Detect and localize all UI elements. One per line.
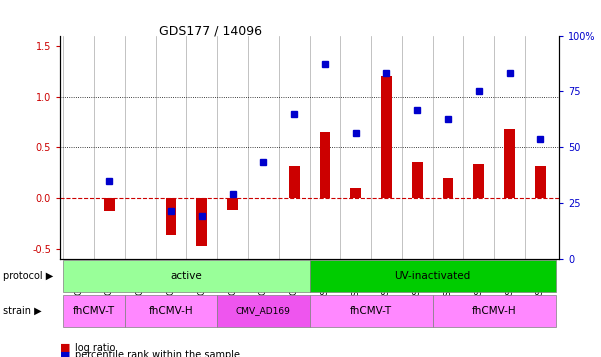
Bar [504, 129, 515, 198]
Text: CMV_AD169: CMV_AD169 [236, 307, 291, 316]
Text: UV-inactivated: UV-inactivated [395, 271, 471, 281]
Text: GDS177 / 14096: GDS177 / 14096 [159, 25, 262, 38]
FancyBboxPatch shape [310, 295, 433, 327]
Text: log ratio: log ratio [75, 343, 115, 353]
Bar [227, 198, 238, 210]
Text: percentile rank within the sample: percentile rank within the sample [75, 350, 240, 357]
FancyBboxPatch shape [217, 295, 310, 327]
Text: fhCMV-H: fhCMV-H [148, 306, 194, 316]
Text: fhCMV-T: fhCMV-T [73, 306, 115, 316]
Text: active: active [171, 271, 202, 281]
Bar [381, 76, 392, 198]
Bar [535, 166, 546, 198]
Bar [165, 198, 176, 235]
FancyBboxPatch shape [433, 295, 556, 327]
Bar [350, 188, 361, 198]
Bar [104, 198, 115, 211]
FancyBboxPatch shape [125, 295, 217, 327]
Bar [412, 162, 423, 198]
FancyBboxPatch shape [310, 261, 556, 292]
Bar [288, 166, 299, 198]
Text: ■: ■ [60, 343, 70, 353]
FancyBboxPatch shape [63, 295, 125, 327]
Text: strain ▶: strain ▶ [3, 306, 41, 316]
Bar [443, 178, 454, 198]
Text: fhCMV-H: fhCMV-H [472, 306, 517, 316]
FancyBboxPatch shape [63, 261, 310, 292]
Bar [474, 165, 484, 198]
Text: ■: ■ [60, 350, 70, 357]
Bar [197, 198, 207, 246]
Text: protocol ▶: protocol ▶ [3, 271, 53, 281]
Text: fhCMV-T: fhCMV-T [350, 306, 392, 316]
Bar [320, 132, 331, 198]
